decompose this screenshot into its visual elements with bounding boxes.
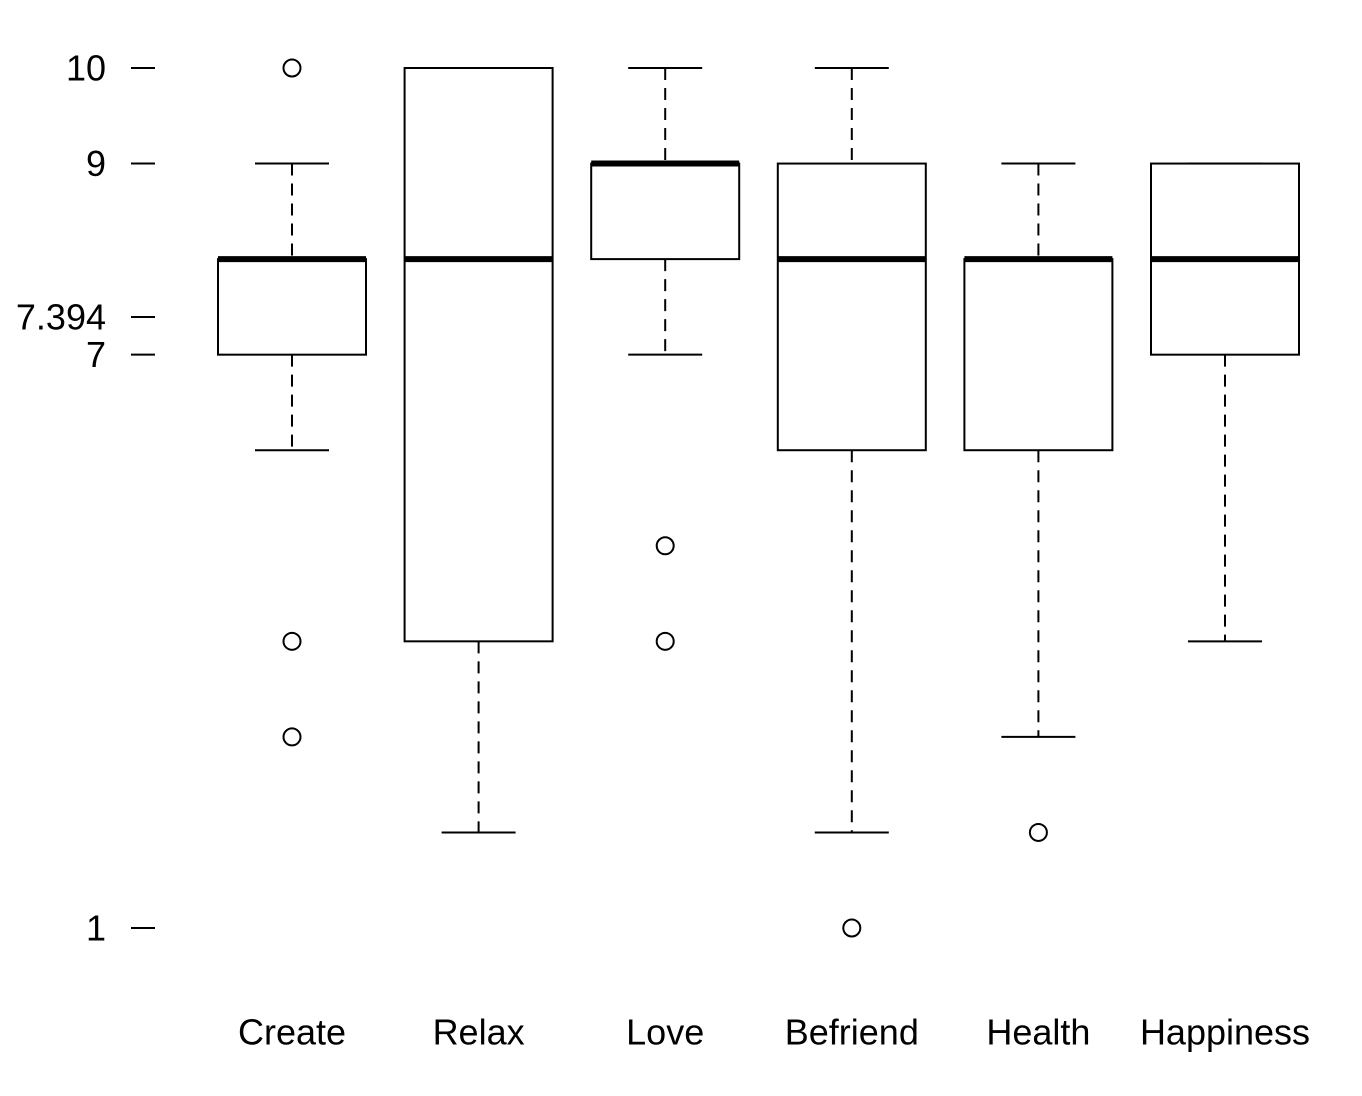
y-tick-label: 10 [66,48,106,89]
outlier-point [282,631,302,651]
outlier-point [842,918,862,938]
outlier-point [655,536,675,556]
box-love [590,67,741,651]
y-tick-label: 7 [86,334,106,375]
box-iqr [403,67,554,643]
x-category-label: Relax [433,1012,525,1053]
box-health [963,162,1114,842]
x-category-label: Love [626,1012,704,1053]
box-create [217,58,367,747]
x-category-label: Create [238,1012,346,1053]
box-iqr [217,258,367,356]
y-tick-label: 7.394 [16,297,106,338]
boxplot-boxes [217,58,1300,938]
outlier-point [655,631,675,651]
x-category-label: Happiness [1140,1012,1310,1053]
x-category-label: Befriend [785,1012,919,1053]
box-iqr [590,162,741,261]
box-iqr [963,258,1114,452]
outlier-point [282,727,302,747]
y-tick-label: 1 [86,908,106,949]
x-category-label: Health [986,1012,1090,1053]
box-relax [403,67,554,834]
outlier-point [282,58,302,78]
box-happiness [1150,162,1300,643]
box-iqr [776,162,927,452]
outlier-point [1028,822,1048,842]
box-befriend [776,67,927,938]
x-axis-category-labels: Create Relax Love Befriend Health Happiness [238,1012,1310,1053]
y-tick-label: 9 [86,143,106,184]
